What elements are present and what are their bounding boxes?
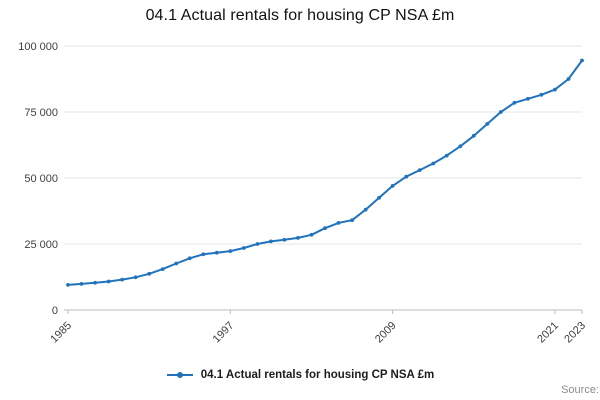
x-tick-label: 2023 <box>562 320 588 346</box>
chart-title: 04.1 Actual rentals for housing CP NSA £… <box>145 7 455 24</box>
data-point-dot <box>485 122 490 126</box>
data-point-dot <box>147 271 152 276</box>
legend: 04.1 Actual rentals for housing CP NSA £… <box>0 369 600 381</box>
legend-label: 04.1 Actual rentals for housing CP NSA £… <box>200 369 435 381</box>
y-tick-label: 50 000 <box>24 173 58 185</box>
data-point-dot <box>458 144 463 149</box>
data-point-dot <box>580 58 584 63</box>
y-tick-label: 0 <box>52 305 58 317</box>
x-tick-label: 2021 <box>535 320 561 346</box>
data-point-dot <box>93 280 97 285</box>
data-point-dot <box>404 174 409 179</box>
y-tick-label: 25 000 <box>24 239 58 251</box>
data-point-dot <box>471 133 476 138</box>
data-point-dot <box>296 236 300 240</box>
data-point-dot <box>228 249 233 254</box>
data-point-dot <box>241 246 246 250</box>
data-point-dot <box>512 100 517 105</box>
data-point-dot <box>201 252 206 257</box>
data-point-dot <box>323 226 327 231</box>
data-point-dot <box>160 267 165 271</box>
data-point-dot <box>214 250 219 255</box>
data-point-dot <box>377 195 381 200</box>
data-point-dot <box>363 207 368 212</box>
y-tick-label: 75 000 <box>24 107 58 119</box>
data-point-dot <box>498 110 503 114</box>
data-point-dot <box>336 221 341 225</box>
source-label: Source: <box>561 384 599 396</box>
data-point-dot <box>79 282 84 286</box>
data-point-dot <box>350 218 354 223</box>
data-point-dot <box>282 237 287 242</box>
data-point-dot <box>120 277 124 282</box>
data-point-dot <box>417 168 422 173</box>
data-point-dot <box>431 161 436 166</box>
data-point-dot <box>309 232 314 237</box>
legend-line-marker-icon <box>166 372 193 378</box>
x-tick-label: 2009 <box>373 320 399 346</box>
data-point-dot <box>269 239 273 244</box>
data-point-dot <box>66 283 70 287</box>
x-tick-label: 1997 <box>211 320 237 346</box>
data-point-dot <box>255 242 260 246</box>
data-point-dot <box>444 153 449 158</box>
data-point-dot <box>133 275 138 280</box>
data-point-dot <box>187 256 192 261</box>
y-tick-label: 100 000 <box>18 41 58 53</box>
data-point-dot <box>526 96 530 101</box>
data-point-dot <box>106 279 111 284</box>
data-point-dot <box>553 87 557 92</box>
data-point-dot <box>390 184 395 188</box>
data-point-dot <box>566 77 571 81</box>
data-point-dot <box>539 92 544 97</box>
chart-line <box>67 59 583 286</box>
data-point-dot <box>174 261 179 266</box>
x-tick-label: 1985 <box>48 320 74 346</box>
